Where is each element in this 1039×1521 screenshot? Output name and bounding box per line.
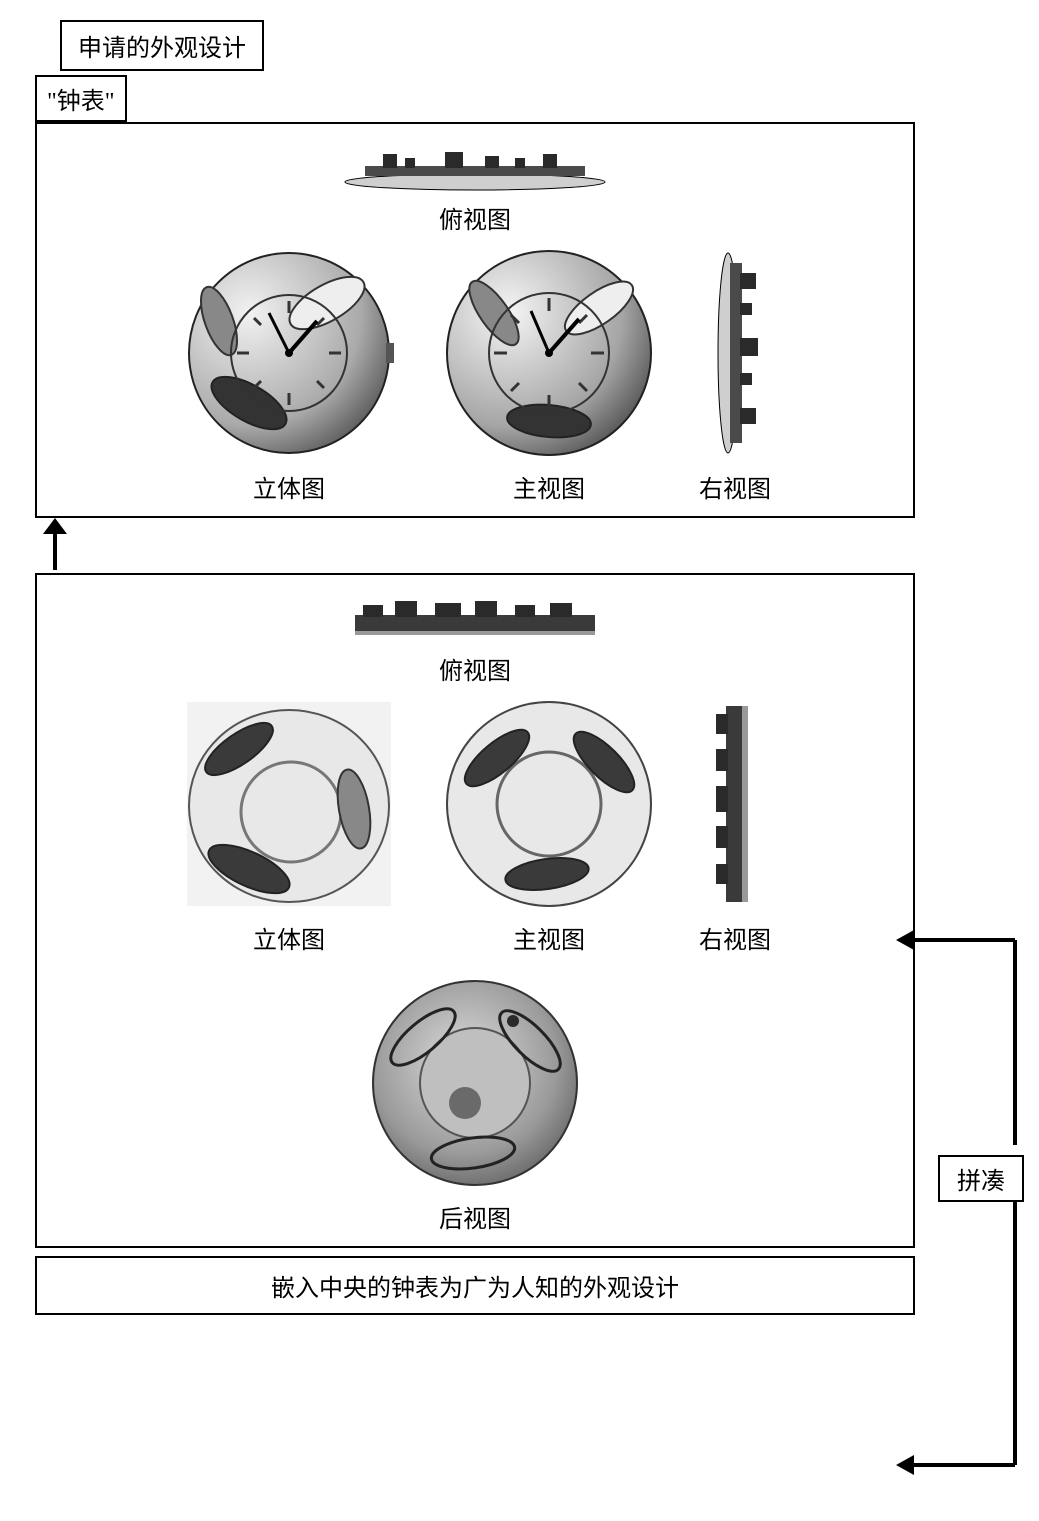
header-subtitle: "钟表" xyxy=(47,89,115,115)
view-top-right: 右视图 xyxy=(699,243,771,504)
caption-bot-perspective: 立体图 xyxy=(253,920,325,955)
bottom-note: 嵌入中央的钟表为广为人知的外观设计 xyxy=(35,1256,915,1315)
hubcap-topview-icon xyxy=(335,595,615,645)
caption-top-right: 右视图 xyxy=(699,469,771,504)
view-top-perspective: 立体图 xyxy=(179,243,399,504)
caption-top-topview: 俯视图 xyxy=(439,200,511,235)
view-top-topview: 俯视图 xyxy=(335,144,615,235)
view-bot-perspective: 立体图 xyxy=(179,694,399,955)
hubcap-front-icon xyxy=(439,694,659,914)
caption-top-front: 主视图 xyxy=(513,469,585,504)
view-top-front: 主视图 xyxy=(439,243,659,504)
bottom-note-text: 嵌入中央的钟表为广为人知的外观设计 xyxy=(271,1276,679,1302)
caption-bot-rear: 后视图 xyxy=(439,1199,511,1234)
view-bot-topview: 俯视图 xyxy=(335,595,615,686)
hubcap-rightview-icon xyxy=(708,694,763,914)
view-bot-front: 主视图 xyxy=(439,694,659,955)
clock-front-icon xyxy=(439,243,659,463)
side-label-box: 拼凑 xyxy=(938,1155,1024,1202)
header-subtitle-box: "钟表" xyxy=(35,75,127,122)
arrow-up-icon xyxy=(35,518,75,573)
clock-topview-icon xyxy=(335,144,615,194)
panel-bottom: 俯视图 立体图 xyxy=(35,573,915,1248)
panel-top: 俯视图 xyxy=(35,122,915,518)
view-bot-rear: 后视图 xyxy=(365,973,585,1234)
caption-bot-front: 主视图 xyxy=(513,920,585,955)
side-arrows xyxy=(890,610,1030,1510)
header-title-box: 申请的外观设计 xyxy=(60,20,264,71)
hubcap-perspective-icon xyxy=(179,694,399,914)
header-title: 申请的外观设计 xyxy=(78,36,246,62)
view-bot-right: 右视图 xyxy=(699,694,771,955)
arrow-up-between xyxy=(35,518,915,573)
clock-perspective-icon xyxy=(179,243,399,463)
caption-bot-right: 右视图 xyxy=(699,920,771,955)
hubcap-rear-icon xyxy=(365,973,585,1193)
clock-rightview-icon xyxy=(700,243,770,463)
caption-bot-topview: 俯视图 xyxy=(439,651,511,686)
caption-top-perspective: 立体图 xyxy=(253,469,325,504)
side-label-text: 拼凑 xyxy=(957,1169,1005,1195)
